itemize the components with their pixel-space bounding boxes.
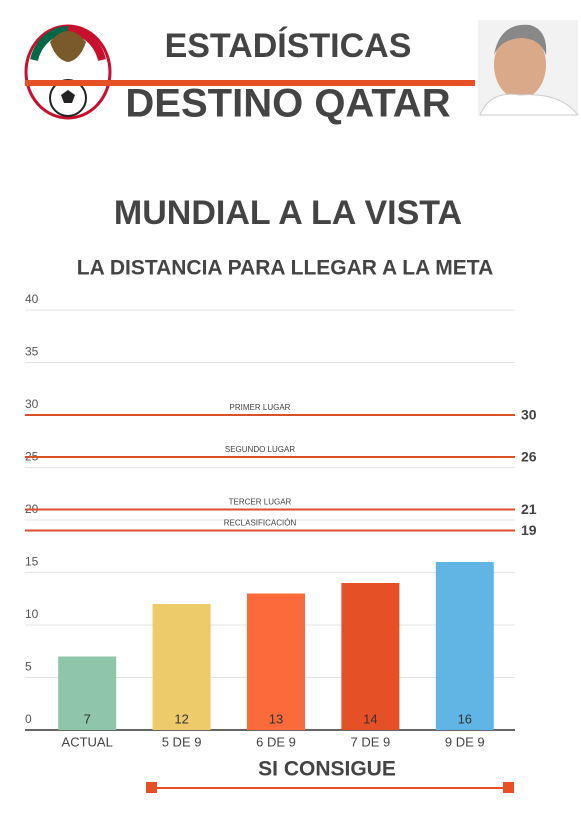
bar [341, 583, 400, 730]
rule-end [146, 782, 157, 793]
logo [24, 24, 112, 120]
bar [152, 604, 211, 730]
reference-value: 21 [521, 501, 537, 517]
y-tick-label: 35 [25, 345, 39, 359]
x-tick-label: 6 DE 9 [256, 734, 296, 749]
header-subtitle: DESTINO QATAR [125, 82, 450, 126]
x-tick-label: 9 DE 9 [445, 734, 485, 749]
value-label: 14 [363, 711, 377, 726]
y-tick-label: 5 [25, 660, 32, 674]
x-tick-label: ACTUAL [62, 734, 113, 749]
reference-label: RECLASIFICACIÓN [224, 519, 297, 528]
header-title: ESTADÍSTICAS [165, 27, 412, 65]
x-axis-label: SI CONSIGUE [258, 758, 396, 781]
reference-value: 30 [521, 407, 537, 423]
y-tick-label: 40 [25, 292, 39, 306]
y-tick-label: 15 [25, 555, 39, 569]
y-tick-label: 10 [25, 607, 39, 621]
value-label: 7 [84, 711, 91, 726]
chart-title: MUNDIAL A LA VISTA [114, 194, 462, 232]
reference-value: 19 [521, 522, 537, 538]
reference-label: PRIMER LUGAR [230, 403, 291, 412]
rule-end [503, 782, 514, 793]
reference-value: 26 [521, 449, 537, 465]
reference-label: SEGUNDO LUGAR [225, 445, 295, 454]
value-label: 16 [458, 711, 472, 726]
chart-subtitle: LA DISTANCIA PARA LLEGAR A LA META [77, 257, 493, 280]
value-label: 12 [174, 711, 188, 726]
bar [58, 656, 117, 730]
bar [435, 562, 494, 730]
y-tick-label: 0 [25, 712, 32, 726]
bar [247, 593, 305, 730]
x-tick-label: 7 DE 9 [351, 734, 391, 749]
header-rule [25, 80, 475, 86]
x-tick-label: 5 DE 9 [162, 734, 202, 749]
value-label: 13 [269, 711, 283, 726]
reference-label: TERCER LUGAR [229, 498, 292, 507]
y-tick-label: 30 [25, 397, 39, 411]
photo [478, 20, 580, 116]
